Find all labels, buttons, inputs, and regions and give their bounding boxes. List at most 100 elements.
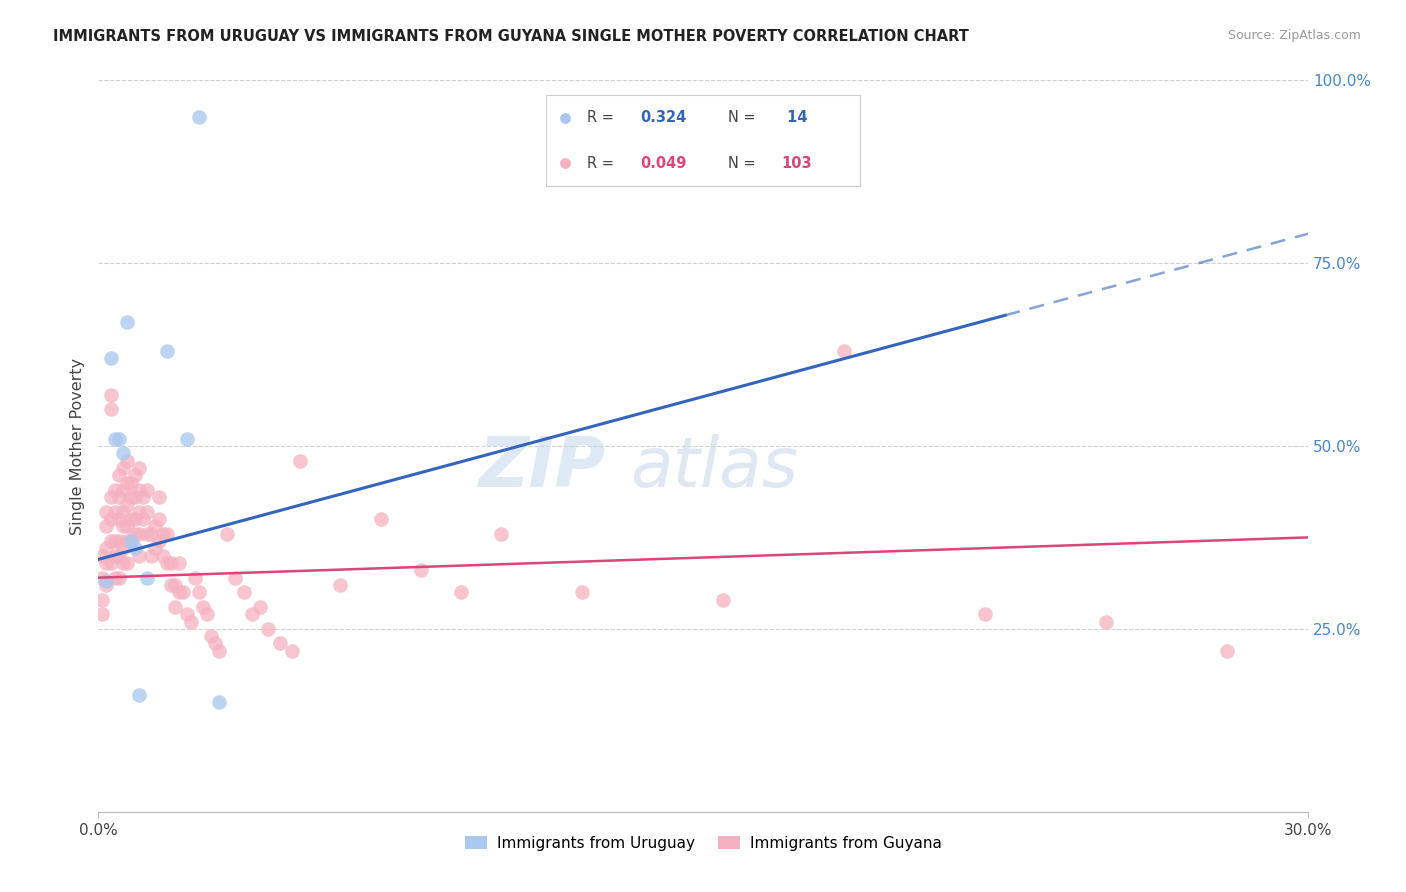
Point: [100, 534, 122, 549]
Legend: Immigrants from Uruguay, Immigrants from Guyana: Immigrants from Uruguay, Immigrants from…: [458, 830, 948, 856]
Point: [450, 585, 472, 599]
Point: [96, 519, 118, 533]
Point: [100, 351, 122, 366]
Point: [491, 526, 513, 541]
Point: [128, 483, 150, 497]
Point: [256, 622, 278, 636]
Point: [103, 571, 125, 585]
Point: [167, 585, 190, 599]
Point: [240, 607, 263, 622]
Point: [200, 629, 222, 643]
Point: [172, 585, 194, 599]
Point: [208, 695, 231, 709]
Point: [107, 571, 129, 585]
Point: [100, 556, 122, 570]
Point: [571, 585, 593, 599]
Point: [107, 534, 129, 549]
Point: [163, 599, 186, 614]
Text: IMMIGRANTS FROM URUGUAY VS IMMIGRANTS FROM GUYANA SINGLE MOTHER POVERTY CORRELAT: IMMIGRANTS FROM URUGUAY VS IMMIGRANTS FR…: [53, 29, 969, 44]
Point: [107, 490, 129, 504]
Point: [96, 505, 118, 519]
Point: [111, 556, 134, 570]
Point: [269, 636, 291, 650]
Point: [107, 468, 129, 483]
Point: [128, 688, 150, 702]
Point: [103, 483, 125, 497]
Point: [128, 461, 150, 475]
Text: ZIP: ZIP: [479, 434, 606, 501]
Point: [132, 490, 155, 504]
Point: [139, 549, 162, 563]
Point: [148, 490, 170, 504]
Point: [96, 578, 118, 592]
Point: [163, 578, 186, 592]
Point: [124, 468, 146, 483]
Point: [204, 636, 226, 650]
Point: [288, 453, 311, 467]
Point: [111, 446, 134, 460]
Point: [160, 578, 183, 592]
Point: [115, 315, 138, 329]
Point: [184, 571, 207, 585]
Point: [115, 475, 138, 490]
Point: [111, 519, 134, 533]
Point: [148, 512, 170, 526]
Point: [1095, 615, 1118, 629]
Y-axis label: Single Mother Poverty: Single Mother Poverty: [70, 358, 86, 534]
Point: [224, 571, 246, 585]
Point: [832, 343, 855, 358]
Point: [120, 475, 142, 490]
Point: [111, 541, 134, 556]
Point: [152, 549, 174, 563]
Point: [103, 432, 125, 446]
Point: [329, 578, 352, 592]
Point: [128, 526, 150, 541]
Point: [152, 526, 174, 541]
Point: [115, 453, 138, 467]
Point: [107, 432, 129, 446]
Point: [103, 534, 125, 549]
Point: [156, 526, 179, 541]
Point: [128, 549, 150, 563]
Point: [281, 644, 304, 658]
Point: [135, 483, 157, 497]
Point: [139, 526, 162, 541]
Point: [217, 526, 239, 541]
Point: [100, 512, 122, 526]
Point: [120, 534, 142, 549]
Point: [128, 505, 150, 519]
Point: [249, 599, 271, 614]
Point: [107, 512, 129, 526]
Point: [176, 432, 198, 446]
Point: [115, 519, 138, 533]
Point: [156, 556, 179, 570]
Point: [111, 505, 134, 519]
Point: [156, 343, 179, 358]
Point: [120, 512, 142, 526]
Point: [96, 574, 118, 589]
Point: [208, 644, 231, 658]
Point: [232, 585, 254, 599]
Point: [180, 615, 202, 629]
Point: [115, 498, 138, 512]
Point: [176, 607, 198, 622]
Text: Source: ZipAtlas.com: Source: ZipAtlas.com: [1227, 29, 1361, 42]
Point: [195, 607, 218, 622]
Point: [135, 505, 157, 519]
Point: [100, 388, 122, 402]
Point: [974, 607, 997, 622]
Point: [167, 556, 190, 570]
Point: [124, 512, 146, 526]
Point: [100, 402, 122, 417]
Point: [143, 541, 166, 556]
Point: [193, 599, 215, 614]
Point: [160, 556, 183, 570]
Point: [91, 592, 114, 607]
Point: [124, 526, 146, 541]
Point: [111, 483, 134, 497]
Point: [103, 549, 125, 563]
Point: [107, 549, 129, 563]
Point: [96, 541, 118, 556]
Point: [711, 592, 734, 607]
Point: [409, 563, 432, 577]
